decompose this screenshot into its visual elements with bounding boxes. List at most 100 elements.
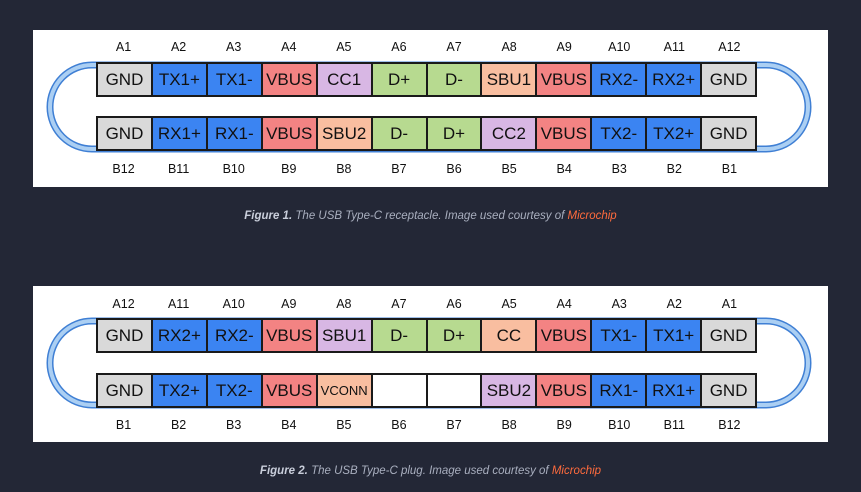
pin-number: B11 — [663, 418, 685, 432]
pin-number: A5 — [336, 40, 352, 54]
pin-number: A2 — [170, 40, 187, 54]
pin-number: B1 — [721, 162, 738, 176]
pin-row-top: GND RX2+ RX2- VBUS SBU1 D- D+ CC VBUS TX1- TX1+ GND — [96, 318, 757, 353]
pin-cell: RX1+ — [645, 375, 701, 406]
pin-row-top: GND TX1+ TX1- VBUS CC1 D+ D- SBU1 VBUS RX2- RX2+ GN… — [96, 62, 757, 97]
pin-cell: D- — [370, 320, 426, 351]
pin-number: B2 — [666, 162, 682, 176]
pin-number: A3 — [611, 297, 627, 311]
pin-number: B8 — [336, 162, 352, 176]
pin-number: B8 — [501, 418, 517, 432]
pin-number: A12 — [112, 297, 135, 311]
pin-cell: GND — [700, 118, 756, 149]
pin-cell: VBUS — [535, 64, 591, 95]
pin-number: A7 — [446, 40, 462, 54]
pin-cell: GND — [98, 118, 151, 149]
pin-cell: VBUS — [535, 375, 591, 406]
pin-cell: VBUS — [260, 64, 316, 95]
pin-cell: TX1+ — [645, 320, 701, 351]
pin-number: A12 — [718, 40, 741, 54]
pin-cell: GND — [700, 375, 756, 406]
pin-number: B2 — [170, 418, 187, 432]
pin-number: A8 — [501, 40, 517, 54]
pin-cell: RX2- — [590, 64, 646, 95]
pin-number: A6 — [391, 40, 407, 54]
pin-number: A3 — [226, 40, 242, 54]
figure-1-caption: Figure 1. The USB Type-C receptacle. Ima… — [0, 208, 861, 224]
figure-2-caption: Figure 2. The USB Type-C plug. Image use… — [0, 463, 861, 479]
pin-cell: TX1+ — [150, 64, 206, 95]
microchip-link[interactable]: Microchip — [567, 210, 617, 222]
pin-number: A11 — [167, 297, 190, 311]
pin-cell: GND — [98, 375, 151, 406]
pin-cell: SBU1 — [315, 320, 371, 351]
pin-cell: VCONN — [315, 375, 371, 406]
pin-cell: VBUS — [260, 375, 316, 406]
pin-number: A6 — [446, 297, 462, 311]
pin-number: A10 — [608, 40, 631, 54]
pin-cell: D+ — [425, 320, 481, 351]
pin-number: B6 — [391, 418, 407, 432]
pin-cell: SBU1 — [480, 64, 536, 95]
pin-cell: RX2- — [205, 320, 261, 351]
pin-number: A4 — [556, 297, 572, 311]
pin-cell: TX1- — [590, 320, 646, 351]
pin-number: B9 — [556, 418, 572, 432]
pin-number: A1 — [721, 297, 738, 311]
pin-number: B5 — [336, 418, 352, 432]
pin-cell: RX1- — [205, 118, 261, 149]
pin-number: A1 — [115, 40, 132, 54]
pin-cell: RX2+ — [645, 64, 701, 95]
figure-1-diagram: A1 A2 A3 A4 A5 A6 A7 A8 A9 A10 A11 A12 GND TX1+ TX1- V… — [33, 30, 828, 187]
pin-cell: D+ — [425, 118, 481, 149]
pin-cell: VBUS — [535, 118, 591, 149]
pin-cell: SBU2 — [480, 375, 536, 406]
pin-labels-bottom: B1 B2 B3 B4 B5 B6 B7 B8 B9 B10 B11 B12 — [96, 417, 757, 433]
microchip-link[interactable]: Microchip — [551, 465, 602, 477]
pin-number: B12 — [718, 418, 741, 432]
pin-number: B7 — [391, 162, 407, 176]
pin-cell-empty — [370, 375, 426, 406]
pin-cell: CC2 — [480, 118, 536, 149]
pin-row-bottom: GND TX2+ TX2- VBUS VCONN SBU2 VBUS RX1- RX1+ GND — [96, 373, 757, 408]
caption-text: The USB Type-C plug. Image used courtesy… — [311, 465, 549, 477]
pin-cell: TX2- — [205, 375, 261, 406]
pin-cell: VBUS — [535, 320, 591, 351]
pin-labels-bottom: B12 B11 B10 B9 B8 B7 B6 B5 B4 B3 B2 B1 — [96, 161, 757, 177]
caption-text: The USB Type-C receptacle. Image used co… — [295, 210, 565, 222]
pin-number: A10 — [222, 297, 245, 311]
pin-number: B7 — [446, 418, 462, 432]
pin-number: A8 — [336, 297, 352, 311]
pin-cell: TX2- — [590, 118, 646, 149]
pin-number: B9 — [281, 162, 297, 176]
pin-number: B12 — [112, 162, 135, 176]
pin-cell: VBUS — [260, 320, 316, 351]
pin-number: B3 — [611, 162, 627, 176]
pin-number: A7 — [391, 297, 407, 311]
pin-cell: GND — [700, 64, 756, 95]
figure-2-diagram: A12 A11 A10 A9 A8 A7 A6 A5 A4 A3 A2 A1 GND RX2+ RX2- V… — [33, 286, 828, 442]
pin-number: A11 — [663, 40, 685, 54]
pin-number: B3 — [226, 418, 242, 432]
pin-number: B11 — [167, 162, 190, 176]
pin-number: B5 — [501, 162, 517, 176]
pin-number: A2 — [666, 297, 682, 311]
pin-cell: D+ — [370, 64, 426, 95]
pin-cell: RX1- — [590, 375, 646, 406]
pin-cell: TX1- — [205, 64, 261, 95]
pin-cell: CC — [480, 320, 536, 351]
pin-cell: SBU2 — [315, 118, 371, 149]
pin-labels-top: A12 A11 A10 A9 A8 A7 A6 A5 A4 A3 A2 A1 — [96, 296, 757, 312]
pin-cell: GND — [98, 64, 151, 95]
pin-cell: D- — [370, 118, 426, 149]
figure-number: Figure 2. — [259, 465, 308, 477]
pin-number: B10 — [608, 418, 631, 432]
pin-number: B6 — [446, 162, 462, 176]
pin-number: B4 — [556, 162, 572, 176]
pin-number: A9 — [556, 40, 572, 54]
pin-number: A4 — [281, 40, 297, 54]
pin-cell: TX2+ — [645, 118, 701, 149]
pin-number: A5 — [501, 297, 517, 311]
pin-cell: GND — [700, 320, 756, 351]
pin-number: B4 — [281, 418, 297, 432]
